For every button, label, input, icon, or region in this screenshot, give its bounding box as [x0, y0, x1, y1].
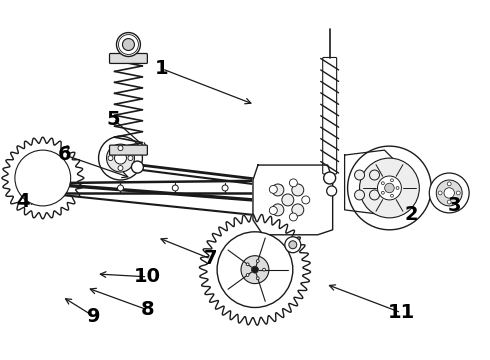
Circle shape: [369, 190, 379, 200]
Circle shape: [447, 200, 451, 204]
Text: 7: 7: [204, 249, 218, 269]
Circle shape: [292, 184, 304, 196]
Circle shape: [360, 158, 419, 218]
Circle shape: [277, 185, 283, 191]
Circle shape: [347, 146, 431, 230]
Circle shape: [118, 185, 123, 191]
Text: 1: 1: [155, 59, 169, 78]
Text: 2: 2: [404, 204, 418, 224]
Text: 8: 8: [141, 300, 154, 319]
Text: 6: 6: [58, 145, 71, 165]
Circle shape: [381, 191, 384, 194]
Text: 10: 10: [134, 267, 161, 286]
Circle shape: [381, 182, 384, 185]
Circle shape: [282, 194, 294, 206]
Circle shape: [369, 170, 379, 180]
Circle shape: [172, 185, 178, 191]
Circle shape: [131, 161, 144, 173]
Circle shape: [438, 191, 442, 195]
Circle shape: [251, 266, 258, 273]
Text: 11: 11: [388, 303, 415, 322]
Circle shape: [222, 185, 228, 191]
Circle shape: [272, 184, 284, 196]
Circle shape: [385, 183, 394, 193]
Text: 9: 9: [87, 307, 100, 326]
Circle shape: [447, 182, 451, 186]
Circle shape: [118, 146, 123, 150]
Circle shape: [246, 274, 249, 276]
Circle shape: [327, 186, 337, 196]
Circle shape: [290, 213, 297, 221]
Circle shape: [115, 152, 126, 164]
Circle shape: [98, 136, 143, 180]
Circle shape: [241, 256, 269, 284]
Circle shape: [217, 232, 293, 307]
Circle shape: [128, 156, 133, 161]
Circle shape: [436, 180, 462, 206]
Circle shape: [429, 173, 469, 213]
Circle shape: [256, 277, 259, 280]
Circle shape: [106, 144, 134, 172]
Circle shape: [256, 260, 259, 262]
Circle shape: [270, 185, 277, 193]
Circle shape: [355, 190, 365, 200]
Circle shape: [355, 170, 365, 180]
Circle shape: [324, 172, 336, 184]
Circle shape: [302, 196, 310, 204]
Circle shape: [118, 166, 123, 171]
Circle shape: [456, 191, 460, 195]
Circle shape: [444, 188, 454, 198]
Polygon shape: [347, 146, 431, 230]
Polygon shape: [344, 150, 399, 215]
Circle shape: [290, 179, 297, 187]
Circle shape: [272, 204, 284, 216]
FancyBboxPatch shape: [110, 145, 147, 155]
Polygon shape: [2, 137, 84, 219]
Circle shape: [396, 186, 399, 189]
FancyBboxPatch shape: [110, 54, 147, 63]
Text: 3: 3: [448, 195, 462, 215]
Circle shape: [289, 241, 297, 249]
Circle shape: [391, 194, 393, 197]
Circle shape: [117, 32, 141, 57]
Circle shape: [263, 268, 266, 271]
Circle shape: [377, 176, 401, 200]
Circle shape: [246, 263, 249, 266]
Text: 5: 5: [106, 109, 120, 129]
Polygon shape: [253, 165, 333, 235]
Circle shape: [285, 237, 301, 253]
Circle shape: [122, 39, 134, 50]
Circle shape: [108, 156, 113, 161]
Text: 4: 4: [16, 192, 30, 211]
Circle shape: [292, 204, 304, 216]
Circle shape: [270, 207, 277, 215]
Polygon shape: [199, 214, 311, 325]
Circle shape: [15, 150, 71, 206]
Circle shape: [391, 179, 393, 182]
